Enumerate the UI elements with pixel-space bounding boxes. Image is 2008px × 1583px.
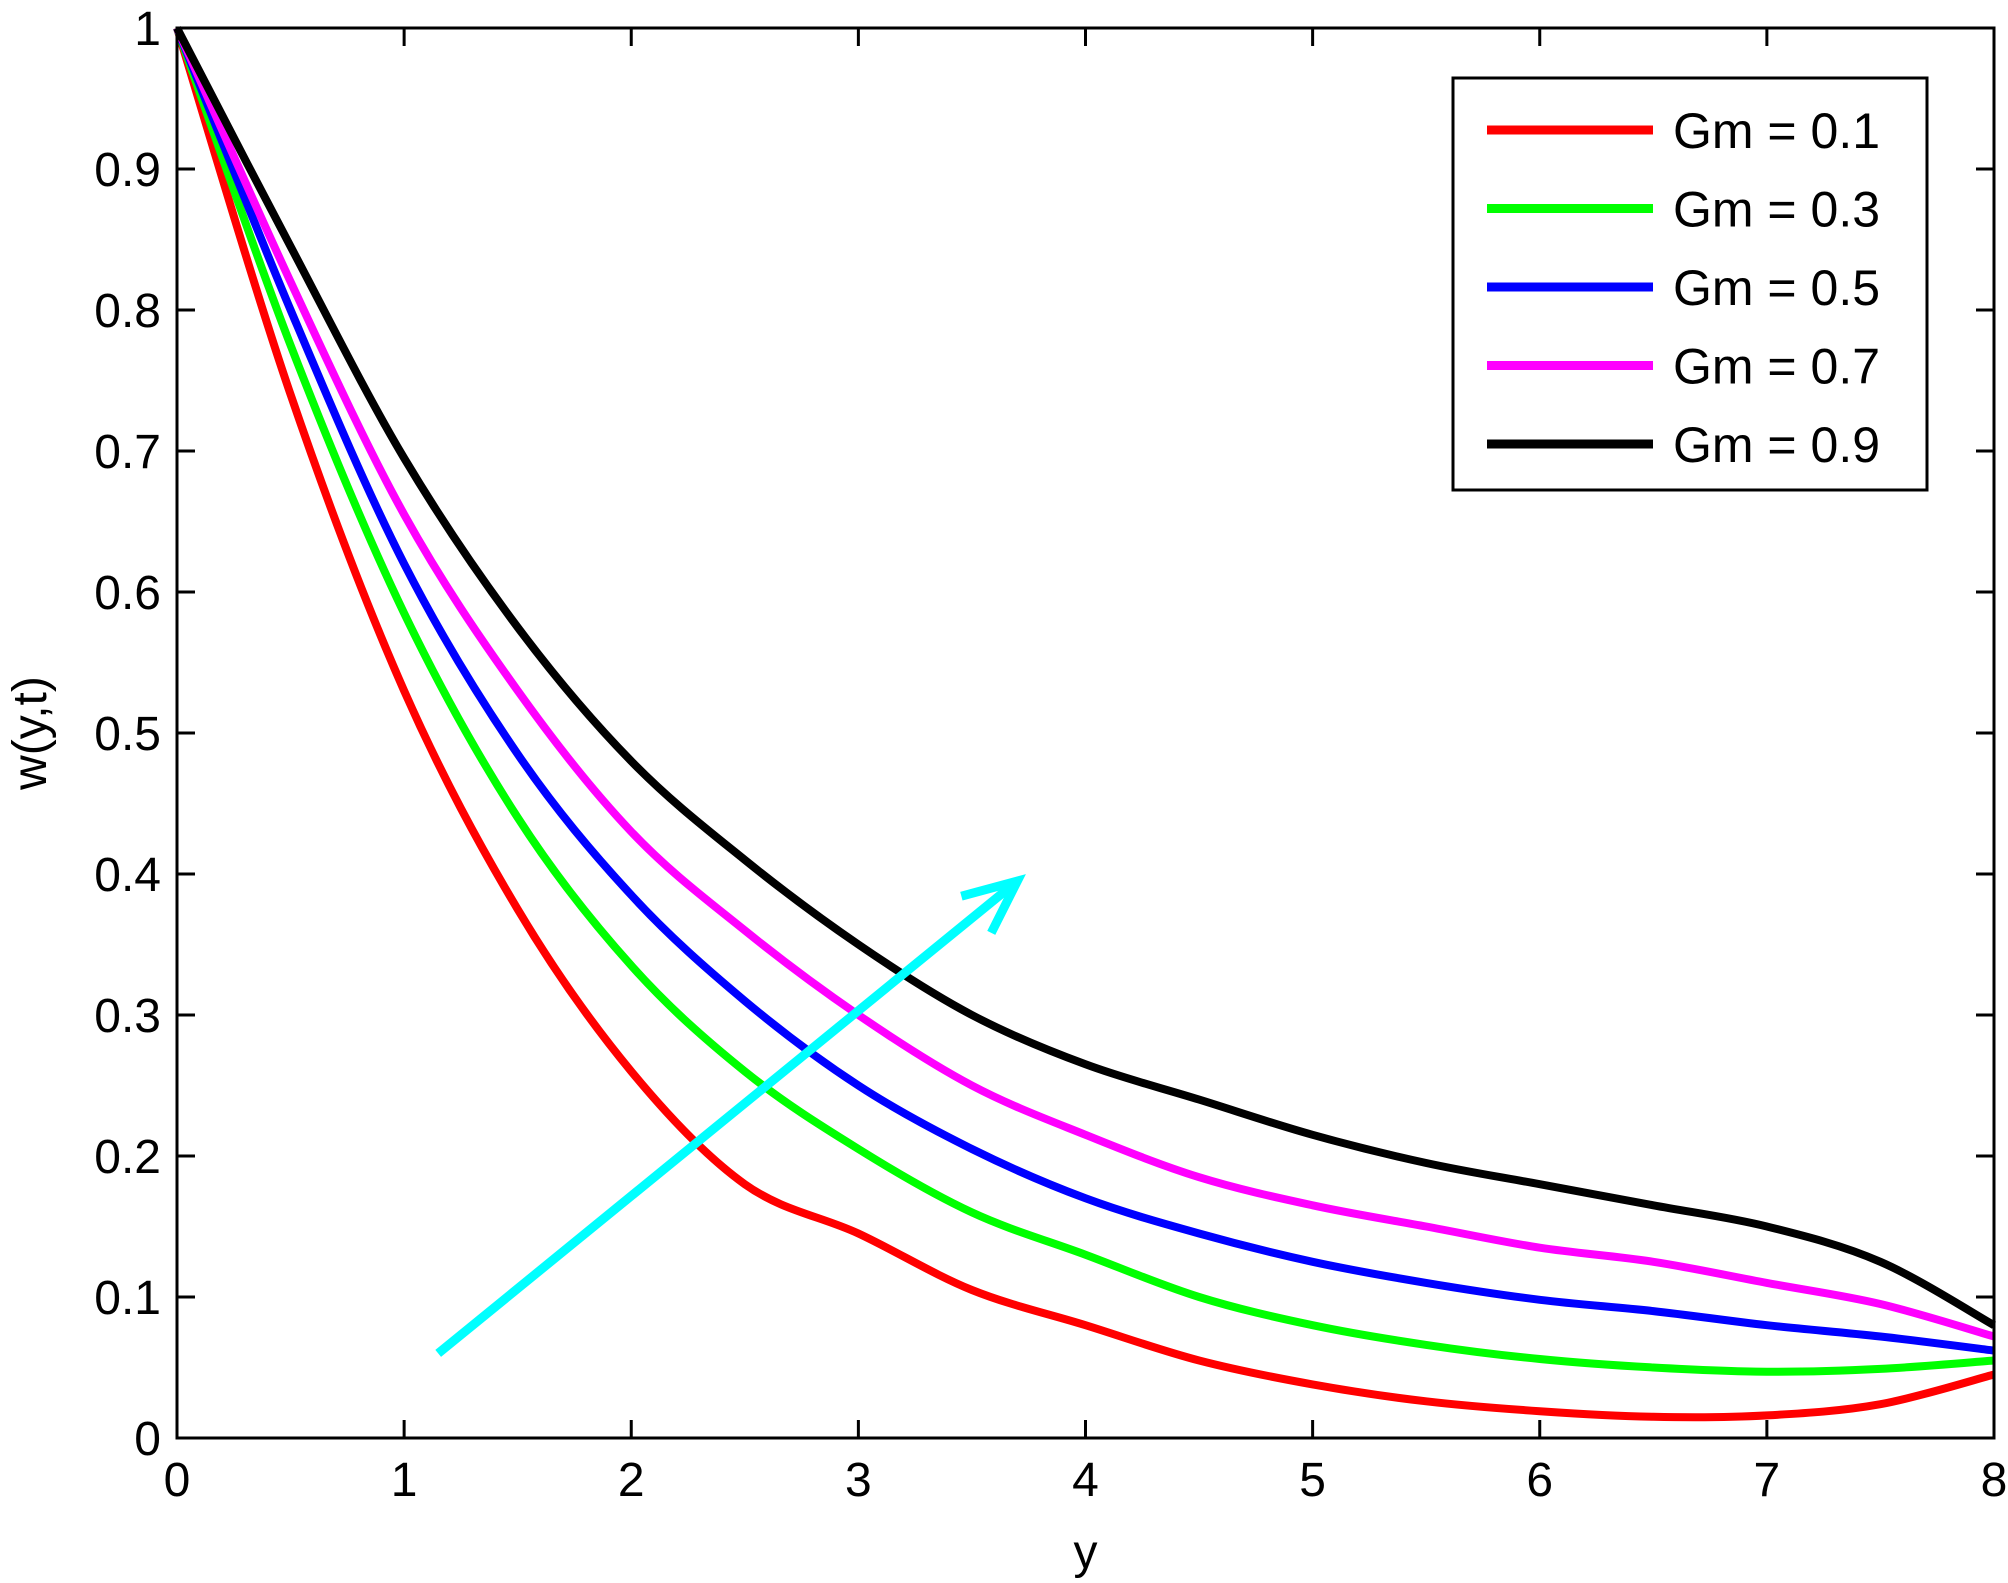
- y-tick-label: 0.8: [94, 285, 161, 338]
- x-tick-label: 3: [845, 1454, 872, 1507]
- legend-label-5: Gm = 0.9: [1673, 417, 1880, 473]
- y-tick-label: 0: [134, 1413, 161, 1466]
- legend: Gm = 0.1 Gm = 0.3 Gm = 0.5 Gm = 0.7 Gm = 0.9: [1451, 76, 1929, 492]
- legend-label-3: Gm = 0.5: [1673, 260, 1880, 316]
- series-lines: [173, 26, 1996, 1422]
- axis-ticks: 0 1 2 3 4 5 6 7 8 0 0.1 0.2 0.3 0.4 0.5 0.6 0.7 0.8 0.9 1: [94, 3, 2007, 1507]
- y-tick-label: 0.3: [94, 990, 161, 1043]
- y-axis-label: w(y,t): [4, 676, 57, 791]
- y-tick-label: 0.6: [94, 567, 161, 620]
- x-tick-label: 8: [1981, 1454, 2008, 1507]
- trend-arrow-shaft: [435, 883, 1013, 1357]
- trend-arrow-head: [960, 874, 1026, 935]
- series-line-1: [173, 26, 1996, 1422]
- legend-label-4: Gm = 0.7: [1673, 339, 1880, 395]
- y-tick-label: 1: [134, 3, 161, 56]
- y-tick-label: 0.2: [94, 1131, 161, 1184]
- x-tick-label: 4: [1072, 1454, 1099, 1507]
- x-tick-label: 6: [1526, 1454, 1553, 1507]
- y-tick-label: 0.5: [94, 708, 161, 761]
- legend-label-2: Gm = 0.3: [1673, 182, 1880, 238]
- legend-label-1: Gm = 0.1: [1673, 103, 1880, 159]
- series-line-2: [173, 26, 1995, 1376]
- x-tick-label: 2: [618, 1454, 645, 1507]
- x-axis-label: y: [1074, 1526, 1098, 1579]
- annotations: [435, 874, 1026, 1357]
- y-tick-label: 0.1: [94, 1272, 161, 1325]
- x-tick-label: 1: [391, 1454, 418, 1507]
- series-line-4: [173, 26, 1996, 1341]
- x-tick-label: 7: [1754, 1454, 1781, 1507]
- y-tick-label: 0.9: [94, 144, 161, 197]
- y-tick-label: 0.7: [94, 426, 161, 479]
- series-line-3: [173, 26, 1995, 1355]
- series-line-5: [173, 26, 1996, 1329]
- y-tick-label: 0.4: [94, 849, 161, 902]
- x-tick-label: 0: [164, 1454, 191, 1507]
- x-tick-label: 5: [1299, 1454, 1326, 1507]
